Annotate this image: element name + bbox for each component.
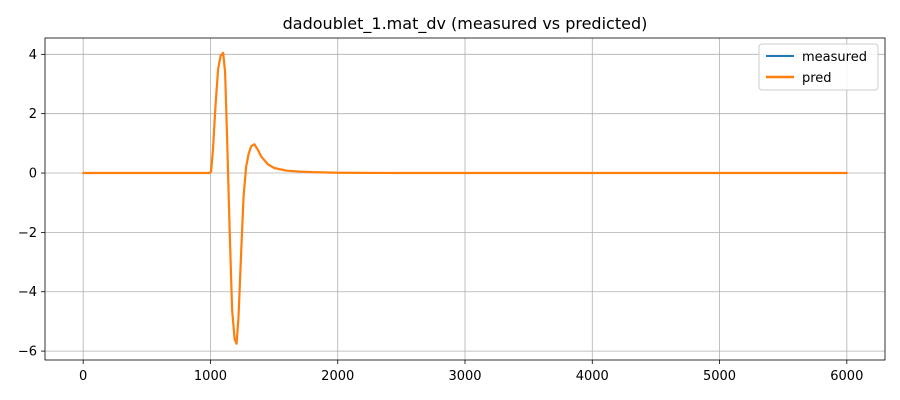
- series-lines: [82, 51, 848, 345]
- y-tick-label: 2: [29, 107, 37, 122]
- x-tick-label: 5000: [703, 369, 736, 384]
- x-tick-label: 4000: [576, 369, 609, 384]
- legend-label-pred: pred: [802, 71, 832, 86]
- legend: measured pred: [758, 43, 879, 91]
- x-tick-label: 1000: [194, 369, 227, 384]
- y-tick-label: −4: [18, 285, 37, 300]
- series-line-pred: [82, 51, 848, 345]
- chart-title: dadoublet_1.mat_dv (measured vs predicte…: [283, 14, 648, 34]
- y-axis-ticks: −6 −4 −2 0 2 4: [18, 48, 45, 360]
- x-tick-label: 6000: [830, 369, 863, 384]
- y-tick-label: −2: [18, 226, 37, 241]
- y-tick-label: 4: [29, 48, 37, 63]
- legend-label-measured: measured: [802, 50, 867, 65]
- y-tick-label: 0: [29, 167, 37, 182]
- x-tick-label: 2000: [321, 369, 354, 384]
- x-tick-label: 0: [79, 369, 87, 384]
- x-axis-ticks: 0 1000 2000 3000 4000 5000 6000: [79, 360, 863, 384]
- y-tick-label: −6: [18, 345, 37, 360]
- x-tick-label: 3000: [448, 369, 481, 384]
